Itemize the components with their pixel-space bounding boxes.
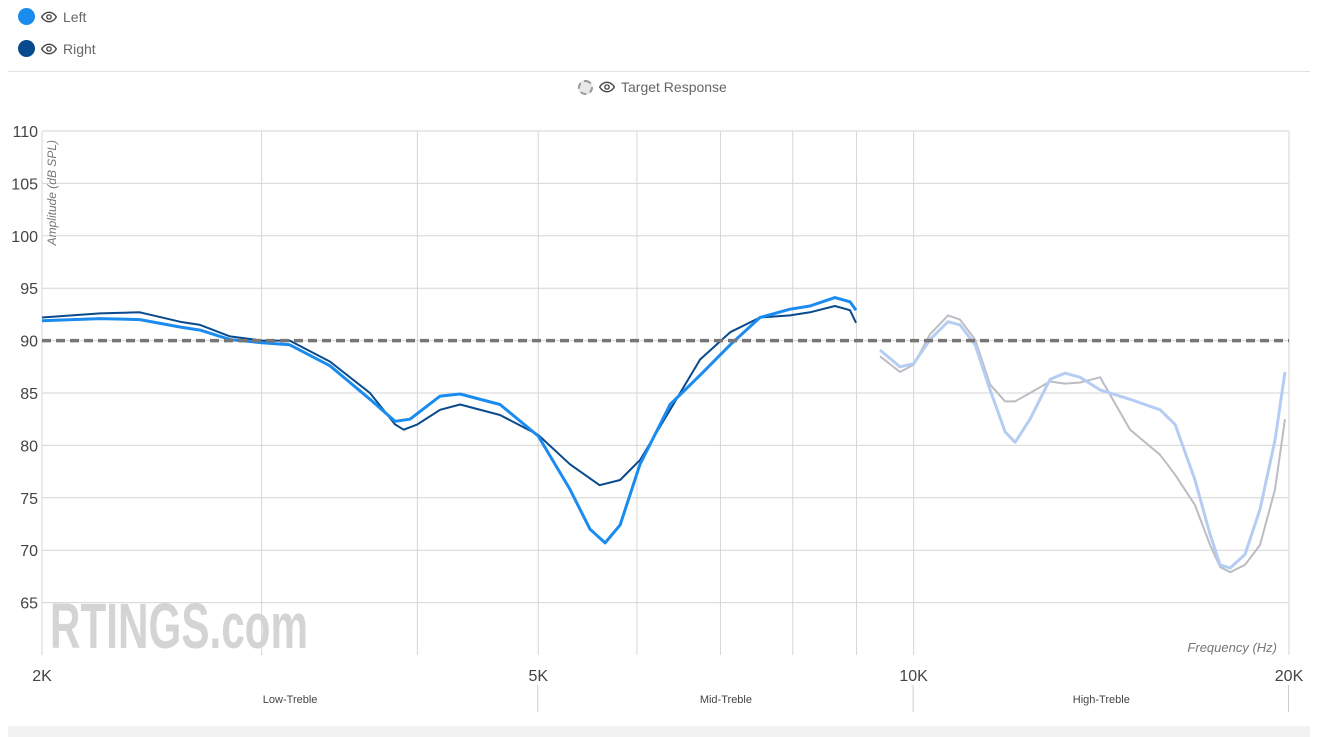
- region-label: Mid-Treble: [700, 694, 752, 706]
- x-tick-label: 5K: [528, 668, 548, 685]
- x-tick-label: 20K: [1275, 668, 1304, 685]
- legend-label-right: Right: [63, 40, 96, 57]
- y-tick-label: 105: [11, 176, 38, 193]
- legend-item-target[interactable]: Target Response: [578, 79, 727, 95]
- y-tick-label: 85: [20, 386, 38, 403]
- legend-label-target: Target Response: [621, 79, 727, 95]
- series-line-left-faded: [879, 320, 1287, 570]
- x-tick-label: 2K: [32, 668, 52, 685]
- y-tick-label: 95: [20, 281, 38, 298]
- rtings-watermark: RTINGS.com: [50, 590, 308, 662]
- y-axis-title: Amplitude (dB SPL): [45, 140, 59, 246]
- x-axis-title: Frequency (Hz): [1187, 640, 1277, 655]
- legend-label-left: Left: [63, 8, 87, 25]
- y-tick-label: 80: [20, 438, 38, 455]
- footer-bar: [8, 726, 1310, 737]
- y-tick-label: 70: [20, 543, 38, 560]
- y-tick-label: 110: [12, 124, 38, 141]
- left-color-dot: [18, 8, 35, 25]
- y-tick-label: 65: [20, 596, 38, 613]
- legend-divider: [8, 71, 1310, 72]
- y-tick-label: 100: [11, 229, 38, 246]
- legend-item-right[interactable]: Right: [18, 40, 96, 57]
- right-color-dot: [18, 40, 35, 57]
- series-line-right-faded: [879, 314, 1286, 574]
- series-line-left: [41, 296, 858, 545]
- eye-icon[interactable]: [41, 41, 57, 57]
- region-label: High-Treble: [1073, 694, 1130, 706]
- target-dashed-dot: [578, 79, 593, 95]
- legend-item-left[interactable]: Left: [18, 8, 86, 25]
- y-tick-label: 75: [20, 491, 38, 508]
- eye-icon[interactable]: [599, 79, 615, 95]
- region-label: Low-Treble: [263, 694, 318, 706]
- x-tick-label: 10K: [899, 668, 928, 685]
- y-tick-label: 90: [20, 334, 38, 351]
- eye-icon[interactable]: [41, 9, 57, 25]
